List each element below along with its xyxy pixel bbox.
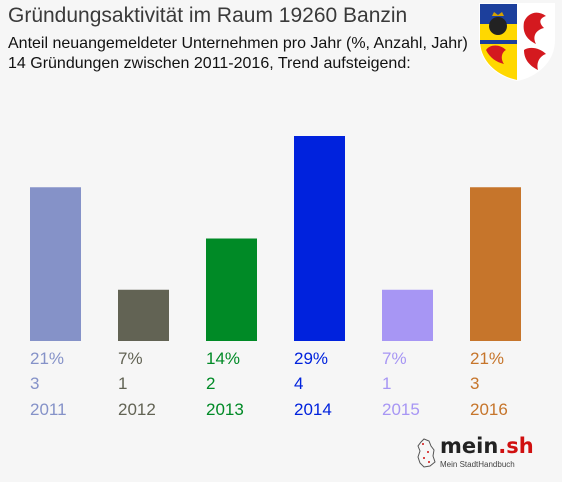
bar-2015 [382, 289, 433, 341]
year-label-2016: 2016 [470, 400, 508, 419]
percent-label-2014: 29% [294, 349, 328, 368]
percent-label-2011: 21% [30, 349, 64, 368]
coat-of-arms-icon [479, 3, 555, 82]
germany-map-icon [417, 438, 436, 468]
mein-sh-logo: mein.sh Mein StadtHandbuch [416, 434, 534, 474]
percent-label-2015: 7% [382, 349, 407, 368]
chart-subtitle-line-1: Anteil neuangemeldeter Unternehmen pro J… [8, 35, 468, 52]
bar-2013 [206, 238, 257, 341]
year-label-2011: 2011 [30, 400, 67, 419]
year-label-2012: 2012 [118, 400, 156, 419]
year-label-2013: 2013 [206, 400, 244, 419]
chart-subtitle-line-2: 14 Gründungen zwischen 2011-2016, Trend … [8, 55, 411, 72]
bar-2014 [294, 136, 345, 341]
bar-2011 [30, 187, 81, 341]
count-label-2015: 1 [382, 374, 391, 393]
count-label-2011: 3 [30, 374, 39, 393]
bar-2016 [470, 187, 521, 341]
count-label-2013: 2 [206, 374, 215, 393]
count-label-2016: 3 [470, 374, 479, 393]
year-label-2014: 2014 [294, 400, 332, 419]
logo-wordmark: mein.sh [440, 434, 534, 458]
count-label-2014: 4 [294, 374, 303, 393]
chart-title: Gründungsaktivität im Raum 19260 Banzin [8, 4, 408, 27]
count-label-2012: 1 [118, 374, 127, 393]
year-label-2015: 2015 [382, 400, 420, 419]
percent-label-2012: 7% [118, 349, 143, 368]
logo-tld: .sh [498, 434, 534, 458]
percent-label-2013: 14% [206, 349, 240, 368]
percent-label-2016: 21% [470, 349, 504, 368]
logo-tagline: Mein StadtHandbuch [440, 460, 515, 469]
bar-2012 [118, 289, 169, 341]
logo-name: mein [440, 434, 499, 458]
